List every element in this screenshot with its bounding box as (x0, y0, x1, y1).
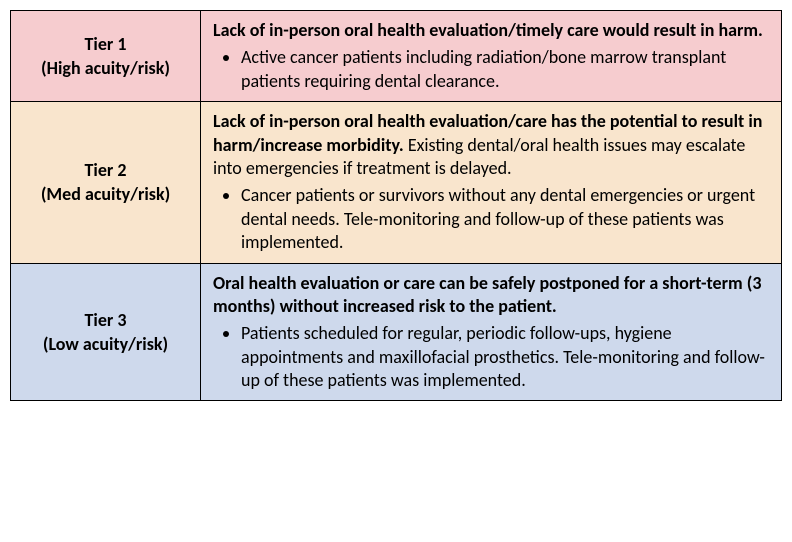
tier-1-label-line2: (High acuity/risk) (41, 57, 170, 79)
tier-1-bullet: Active cancer patients including radiati… (241, 46, 769, 93)
tier-2-bullet-list: Cancer patients or survivors without any… (213, 184, 769, 254)
tier-2-bullet: Cancer patients or survivors without any… (241, 184, 769, 254)
tier-2-label-line1: Tier 2 (85, 159, 127, 181)
tier-3-desc-cell: Oral health evaluation or care can be sa… (201, 263, 782, 401)
tier-2-desc-cell: Lack of in-person oral health evaluation… (201, 102, 782, 263)
tier-1-label-line1: Tier 1 (85, 33, 127, 55)
tier-1-desc-cell: Lack of in-person oral health evaluation… (201, 11, 782, 102)
tier-table: Tier 1 (High acuity/risk) Lack of in-per… (10, 10, 782, 401)
tier-1-heading: Lack of in-person oral health evaluation… (213, 19, 763, 41)
tier-row-1: Tier 1 (High acuity/risk) Lack of in-per… (11, 11, 782, 102)
tier-1-bullet-list: Active cancer patients including radiati… (213, 46, 769, 93)
tier-3-label-cell: Tier 3 (Low acuity/risk) (11, 263, 201, 401)
tier-row-3: Tier 3 (Low acuity/risk) Oral health eva… (11, 263, 782, 401)
tier-3-label-line1: Tier 3 (85, 309, 127, 331)
tier-3-bullet: Patients scheduled for regular, periodic… (241, 322, 769, 392)
tier-3-bullet-list: Patients scheduled for regular, periodic… (213, 322, 769, 392)
tier-3-heading: Oral health evaluation or care can be sa… (213, 272, 761, 317)
tier-2-label-line2: (Med acuity/risk) (41, 183, 170, 205)
tier-2-label-cell: Tier 2 (Med acuity/risk) (11, 102, 201, 263)
tier-3-label-line2: (Low acuity/risk) (43, 333, 168, 355)
tier-1-label-cell: Tier 1 (High acuity/risk) (11, 11, 201, 102)
tier-row-2: Tier 2 (Med acuity/risk) Lack of in-pers… (11, 102, 782, 263)
